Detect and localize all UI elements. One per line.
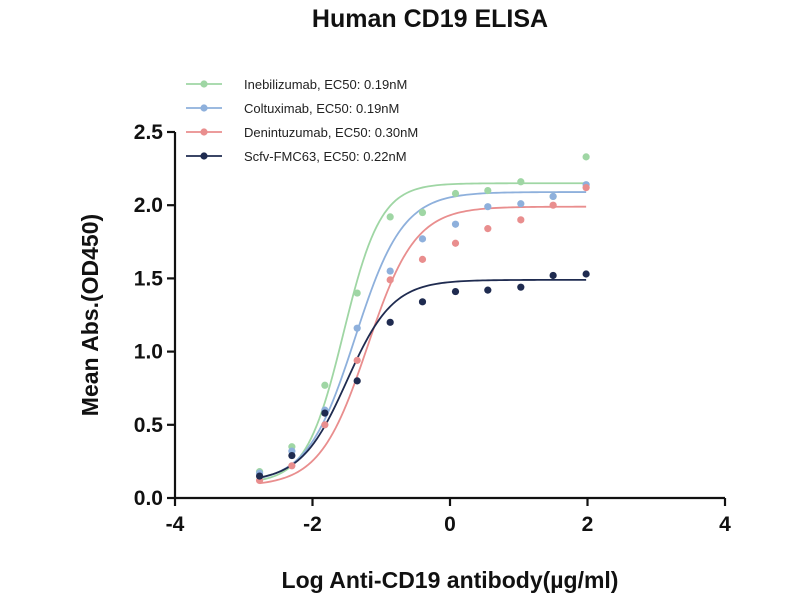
- data-point-series-4: [418, 298, 427, 306]
- y-tick-label: 0.5: [134, 414, 164, 437]
- y-tick-label: 2.0: [134, 194, 163, 217]
- chart-title: Human CD19 ELISA: [312, 5, 548, 33]
- x-tick-label: -2: [303, 513, 322, 536]
- data-point-series-2: [451, 220, 460, 228]
- data-point-series-4: [517, 283, 525, 291]
- data-point-series-3: [582, 184, 590, 192]
- data-point-series-2: [517, 200, 525, 208]
- data-point-series-1: [517, 178, 525, 186]
- y-tick-label: 0.0: [134, 487, 163, 510]
- data-point-series-4: [386, 318, 394, 326]
- y-tick-label: 1.0: [134, 341, 163, 364]
- data-point-series-3: [321, 421, 329, 429]
- x-ticks: -4 -2 0 2 4: [166, 498, 731, 536]
- data-point-series-4: [549, 271, 557, 280]
- x-tick-label: 0: [444, 513, 456, 536]
- data-point-series-4: [484, 286, 492, 294]
- data-point-series-2: [353, 324, 361, 332]
- legend-marker-series-3: [200, 128, 208, 136]
- fit-curve-series-1: [259, 182, 587, 481]
- fit-curve-series-3: [259, 205, 587, 485]
- data-point-series-2: [549, 192, 557, 201]
- legend-marker-series-1: [200, 80, 208, 88]
- data-point-series-4: [321, 409, 329, 417]
- data-point-series-3: [353, 356, 361, 364]
- legend-label-series-2: Coltuximab, EC50: 0.19nM: [244, 101, 399, 116]
- x-axis-title: Log Anti-CD19 antibody(µg/ml): [282, 567, 619, 593]
- data-point-series-3: [451, 239, 460, 247]
- data-point-series-3: [418, 255, 427, 263]
- data-point-series-4: [582, 270, 590, 278]
- data-point-series-3: [288, 462, 296, 470]
- y-tick-label: 2.5: [134, 121, 164, 144]
- data-point-series-3: [386, 276, 394, 284]
- legend-marker-series-2: [200, 104, 208, 112]
- legend: Inebilizumab, EC50: 0.19nM Coltuximab, EC…: [186, 77, 418, 164]
- legend-label-series-1: Inebilizumab, EC50: 0.19nM: [244, 77, 407, 92]
- data-point-series-3: [484, 225, 492, 233]
- x-tick-label: 2: [582, 513, 594, 536]
- data-points: [255, 153, 590, 485]
- axes: 0.0 0.5 1.0 1.5 2.0 2.5 -4 -2 0 2 4: [134, 121, 731, 536]
- fit-curve-series-2: [259, 191, 587, 479]
- x-tick-label: -4: [166, 513, 185, 536]
- fit-curve-series-4: [259, 278, 587, 479]
- data-point-series-4: [288, 451, 296, 460]
- y-tick-label: 1.5: [134, 267, 164, 290]
- legend-label-series-3: Denintuzumab, EC50: 0.30nM: [244, 125, 418, 140]
- data-point-series-3: [517, 216, 525, 224]
- data-point-series-1: [451, 189, 460, 198]
- data-point-series-4: [451, 287, 460, 296]
- legend-label-series-4: Scfv-FMC63, EC50: 0.22nM: [244, 149, 407, 164]
- data-point-series-4: [353, 377, 361, 385]
- fit-curves: [259, 182, 587, 485]
- legend-marker-series-4: [200, 152, 208, 160]
- data-point-series-4: [255, 472, 264, 480]
- y-ticks: 0.0 0.5 1.0 1.5 2.0 2.5: [134, 121, 175, 510]
- data-point-series-1: [321, 381, 329, 389]
- data-point-series-2: [386, 267, 394, 275]
- data-point-series-1: [418, 208, 427, 217]
- data-point-series-1: [484, 186, 492, 195]
- data-point-series-1: [582, 153, 590, 161]
- data-point-series-2: [484, 203, 492, 211]
- data-point-series-2: [418, 235, 427, 243]
- data-point-series-1: [353, 289, 361, 297]
- y-axis-title: Mean Abs.(OD450): [77, 214, 103, 416]
- data-point-series-1: [386, 213, 394, 221]
- x-tick-label: 4: [719, 513, 731, 536]
- data-point-series-3: [549, 201, 557, 209]
